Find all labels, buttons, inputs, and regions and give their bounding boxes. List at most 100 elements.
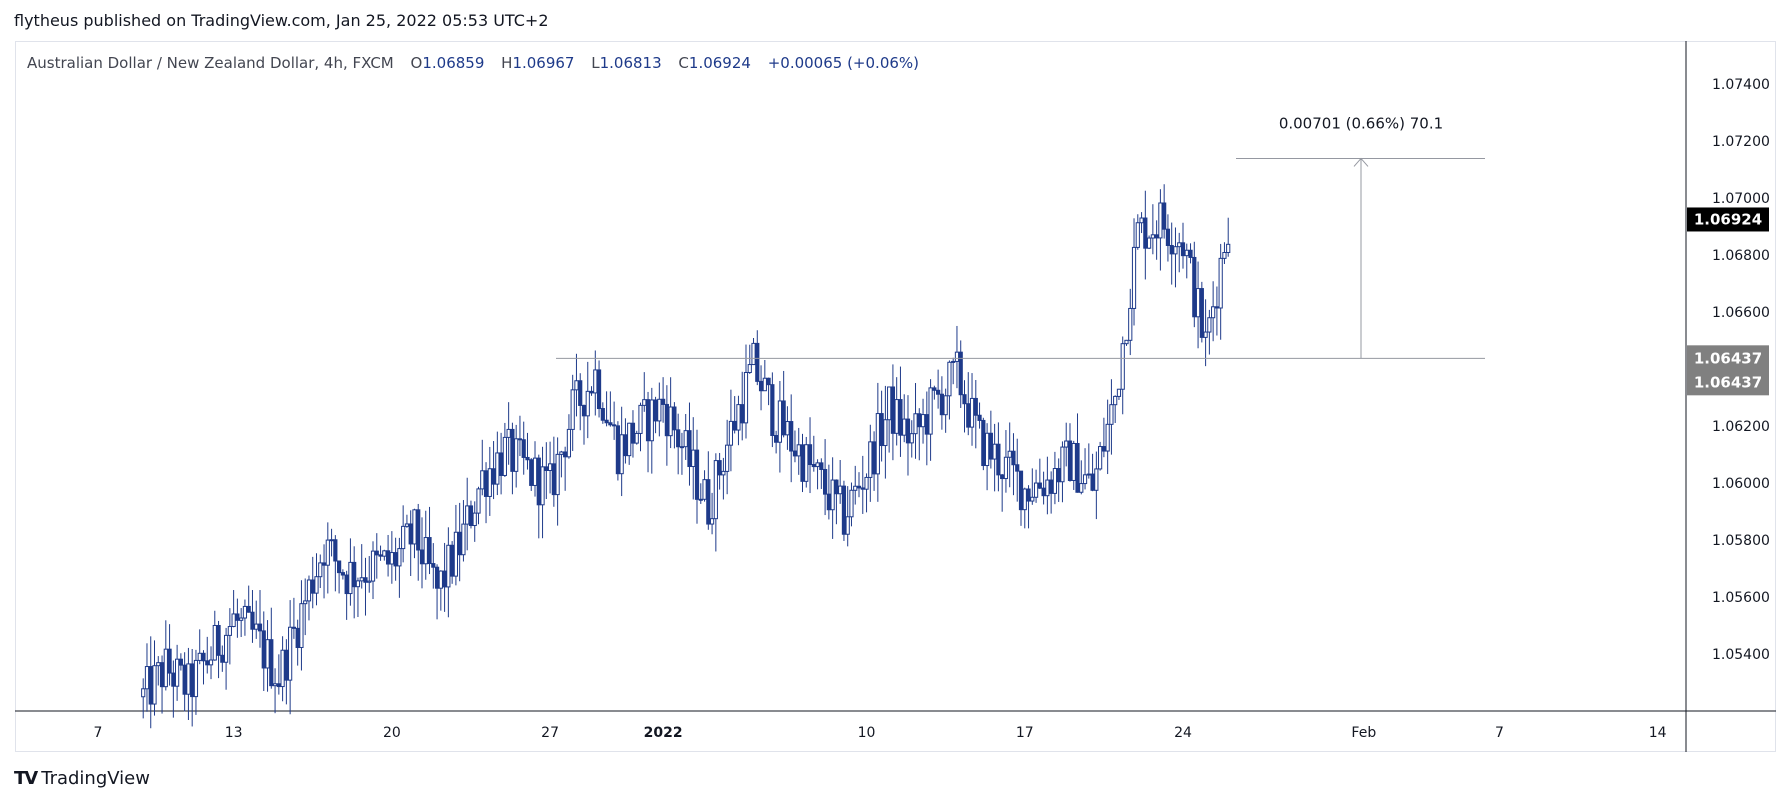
candle-body	[510, 428, 515, 472]
candle-body	[766, 377, 771, 386]
brand-label: TradingView	[41, 768, 150, 789]
candle-body	[261, 630, 266, 669]
candle-body	[1116, 388, 1122, 397]
low-label: L	[591, 54, 600, 72]
candle-body	[156, 662, 161, 667]
candle-body	[148, 666, 153, 705]
candle-body	[962, 394, 967, 405]
candle-body	[416, 509, 421, 551]
candle-body	[770, 384, 775, 437]
candle-body	[480, 470, 485, 490]
candle-body	[627, 422, 632, 457]
candle-body	[419, 549, 425, 565]
candle-body	[1158, 202, 1163, 239]
tradingview-brand[interactable]: TV TradingView	[14, 768, 150, 789]
candle-body	[1079, 483, 1084, 493]
candle-body	[698, 498, 703, 501]
candle-body	[894, 399, 899, 434]
candle-body	[709, 518, 715, 525]
candle-body	[864, 476, 869, 490]
y-tick-label: 1.05800	[1712, 533, 1770, 549]
candle-body	[687, 430, 692, 468]
candle-body	[819, 462, 824, 470]
candle-body	[792, 450, 798, 457]
change-value: +0.00065 (+0.06%)	[767, 54, 920, 72]
measure-label: 0.00701 (0.66%) 70.1	[1279, 114, 1443, 132]
candle-body	[789, 421, 794, 452]
candle-body	[159, 662, 165, 688]
candle-body	[141, 688, 146, 698]
candle-body	[355, 580, 361, 588]
candle-body	[868, 441, 873, 478]
candle-body	[1113, 395, 1118, 406]
candle-body	[1022, 488, 1027, 511]
candle-body	[619, 434, 624, 475]
candle-body	[1124, 339, 1129, 345]
candle-body	[653, 399, 658, 422]
candle-body	[838, 485, 843, 495]
candle-body	[208, 659, 214, 666]
high-value: 1.06967	[512, 54, 575, 72]
candle-body	[807, 444, 813, 466]
candle-body	[397, 548, 402, 567]
candle-body	[359, 577, 364, 582]
candle-body	[231, 613, 236, 628]
candle-body	[1045, 479, 1050, 497]
candle-body	[578, 380, 583, 406]
candle-body	[427, 537, 432, 565]
candle-body	[954, 351, 960, 362]
candle-body	[928, 387, 933, 435]
candle-body	[517, 438, 523, 441]
x-tick-label: 7	[94, 725, 103, 741]
candle-body	[276, 683, 281, 688]
candle-body	[250, 611, 255, 630]
candle-body	[306, 579, 312, 602]
candle-body	[781, 400, 786, 436]
candle-body	[600, 408, 605, 421]
candle-body	[1067, 440, 1073, 481]
candle-body	[265, 639, 270, 669]
candle-body	[981, 419, 986, 467]
candle-body	[446, 544, 451, 588]
candle-body	[988, 432, 993, 460]
candle-body	[676, 429, 681, 448]
candle-body	[740, 404, 745, 424]
measure-arrow-head	[1353, 157, 1369, 167]
candle-body	[826, 493, 831, 511]
candle-body	[969, 397, 975, 428]
candle-body	[849, 489, 854, 518]
candle-body	[668, 406, 673, 437]
candle-body	[167, 648, 172, 674]
candle-body	[811, 464, 816, 468]
candle-body	[193, 659, 199, 698]
x-tick-label: 2022	[644, 725, 683, 741]
candle-body	[800, 444, 805, 482]
candle-body	[1000, 474, 1005, 480]
candle-body	[1188, 249, 1193, 258]
candle-body	[310, 579, 315, 594]
candle-body	[178, 658, 183, 666]
candle-body	[1214, 306, 1220, 309]
candle-body	[547, 463, 553, 472]
candle-body	[672, 406, 677, 431]
candle-body	[736, 404, 741, 431]
candle-body	[593, 369, 598, 394]
candle-body	[393, 552, 398, 567]
y-tick-label: 1.06200	[1712, 419, 1770, 435]
candle-body	[1146, 237, 1152, 249]
candle-body	[235, 613, 240, 621]
y-tick-label: 1.07400	[1712, 77, 1770, 93]
candle-body	[378, 554, 383, 557]
candle-body	[939, 393, 944, 416]
candle-body	[1056, 468, 1061, 483]
candle-body	[1090, 473, 1095, 491]
x-tick-label: 27	[541, 725, 559, 741]
candle-body	[913, 413, 918, 435]
candle-body	[408, 523, 413, 545]
candle-body	[348, 561, 353, 595]
candle-body	[860, 487, 865, 490]
candle-body	[645, 399, 651, 442]
candle-body	[725, 444, 730, 472]
candle-body	[152, 665, 157, 705]
